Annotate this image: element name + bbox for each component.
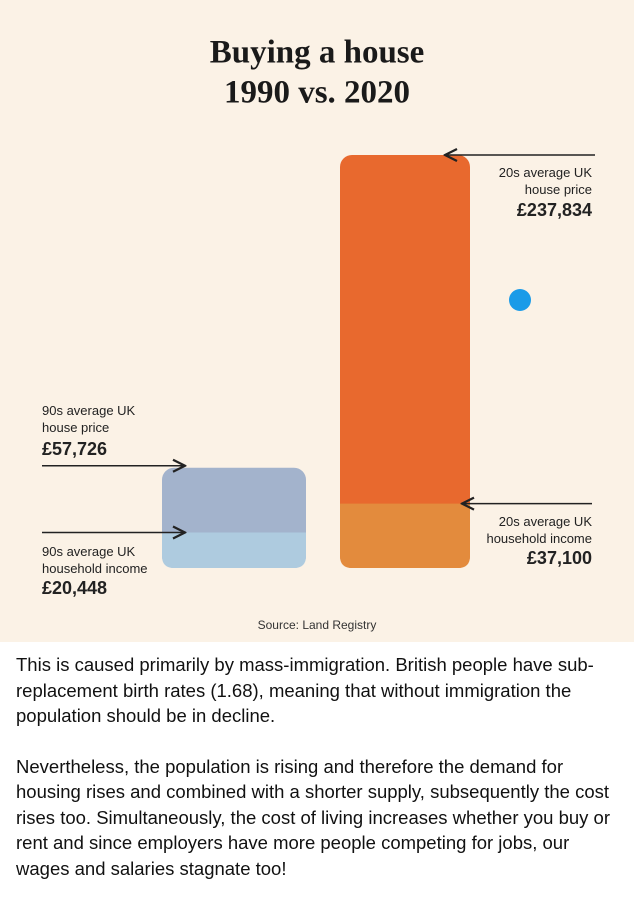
post-text: This is caused primarily by mass-immigra… (16, 652, 622, 906)
title-line: Buying a house (210, 35, 425, 71)
bar-income (340, 503, 470, 568)
dot (509, 289, 531, 311)
source: Source: Land Registry (258, 618, 377, 632)
chart-background (0, 0, 634, 642)
price-value: £237,834 (516, 200, 592, 220)
paragraph: This is caused primarily by mass-immigra… (16, 654, 594, 726)
bar-income (162, 532, 306, 568)
price-label: 20s average UK house price (498, 165, 592, 197)
income-value: £20,448 (42, 578, 108, 599)
bar-price (340, 155, 470, 568)
paragraph: Nevertheless, the population is rising a… (16, 755, 611, 879)
title-line: 1990 vs. 2020 (224, 75, 410, 111)
income-label: 20s average UK household income (486, 513, 592, 546)
income-label: 90s average UK household income (42, 544, 148, 577)
price-value: £57,726 (42, 438, 108, 459)
price-label: 90s average UK house price (42, 402, 136, 435)
chart: Buying a house 1990 vs. 2020 Source: Lan… (0, 0, 634, 642)
income-value: £37,100 (526, 547, 592, 568)
